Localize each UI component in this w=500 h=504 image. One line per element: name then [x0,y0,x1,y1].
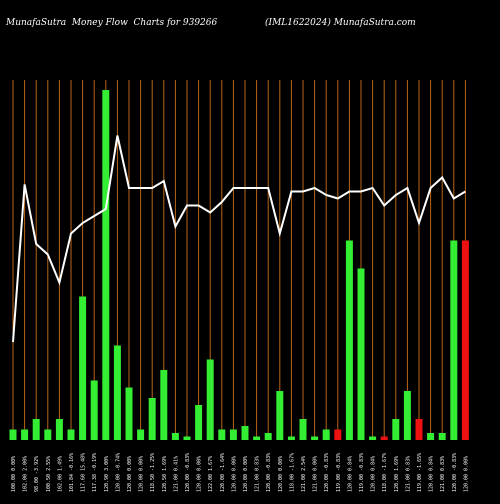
x-tick-label: 119.00 -0.83% [359,453,365,492]
x-tick-label: 120.00 -0.74% [115,453,121,492]
bar [322,429,330,440]
bar [415,419,423,440]
bar [195,405,203,440]
bar [171,433,179,440]
bar [206,359,214,440]
x-tick-label: 119.00 -1.65% [417,453,423,492]
x-tick-label: 121.00 0.83% [405,456,411,492]
x-tick-label: 122.00 1.67% [208,456,214,492]
bar [450,240,458,440]
bar [148,398,156,440]
money-flow-line [12,135,466,343]
x-tick-label: 118.00 -1.67% [289,453,295,492]
bar [380,436,388,440]
bar [334,429,342,440]
x-tick-label: 117.38 -0.19% [92,453,98,492]
x-tick-label: 100.00 0.00% [11,456,17,492]
x-tick-label: 120.00 0.84% [371,456,377,492]
bar [438,433,446,440]
bar [276,391,284,440]
x-tick-label: 120.00 0.84% [347,456,353,492]
bar [21,429,29,440]
bar [32,419,40,440]
series-line [12,135,466,343]
bar [311,436,319,440]
x-tick-label: 120.90 3.00% [104,456,110,492]
bar [125,387,133,440]
x-tick-label: 120.50 1.69% [162,456,168,492]
bar [427,433,435,440]
x-tick-label: 119.00 -0.83% [336,453,342,492]
bar [160,370,168,440]
bar [90,380,98,440]
chart-title: MunafaSutra Money Flow Charts for 939266 [6,18,218,28]
x-tick-label: 102.00 1.49% [57,456,63,492]
bar [79,296,87,440]
x-tick-label: 120.00 0.00% [231,456,237,492]
bar [461,240,469,440]
x-tick-label: 117.60 15.48% [81,453,87,492]
x-tick-label: 101.84 -0.16% [69,453,75,492]
x-tick-label: 100.50 2.55% [46,456,52,492]
bar [357,268,365,440]
bar [229,429,237,440]
x-tick-label: 118.00 -1.67% [382,453,388,492]
bar [299,419,307,440]
x-tick-label: 118.50 -1.25% [150,453,156,492]
bar [392,419,400,440]
x-tick-label: 121.00 0.00% [313,456,319,492]
bar [369,436,377,440]
bar [218,429,226,440]
x-tick-label: 121.00 2.54% [301,456,307,492]
bar [253,436,261,440]
x-tick-label: 121.00 0.83% [440,456,446,492]
x-tick-label: 120.00 -0.83% [324,453,330,492]
bar [183,436,191,440]
bar [55,419,63,440]
x-tick-label: 98.00 -3.92% [34,456,40,492]
x-tick-label: 120.00 0.84% [429,456,435,492]
x-tick-label: 120.00 -0.83% [266,453,272,492]
bar [102,90,110,440]
bar [137,429,145,440]
x-tick-label: 120.00 -0.83% [452,453,458,492]
bar [403,391,411,440]
bar [113,345,121,440]
x-tick-label: 120.00 -1.64% [220,453,226,492]
bars [9,90,469,440]
x-tick-labels: 100.00 0.00% 102.00 2.00% 98.00 -3.92% 100.… [11,453,469,492]
bar [67,429,75,440]
x-tick-label: 120.00 0.00% [197,456,203,492]
x-tick-label: 120.00 0.00% [139,456,145,492]
chart-subtitle: (IML1622024) MunafaSutra.com [265,18,416,28]
x-tick-label: 120.00 1.69% [394,456,400,492]
bar [44,429,52,440]
bar [287,436,295,440]
bar [264,433,272,440]
bar [345,240,353,440]
x-tick-label: 120.00 0.00% [463,456,469,492]
x-tick-label: 120.00 0.00% [243,456,249,492]
x-tick-label: 120.00 0.00% [278,456,284,492]
bar [9,429,17,440]
x-tick-label: 121.00 0.83% [255,456,261,492]
x-tick-label: 102.00 2.00% [23,456,29,492]
x-tick-label: 121.00 0.41% [173,456,179,492]
bar [241,426,249,440]
x-tick-label: 120.00 -0.83% [185,453,191,492]
x-tick-label: 120.00 0.00% [127,456,133,492]
